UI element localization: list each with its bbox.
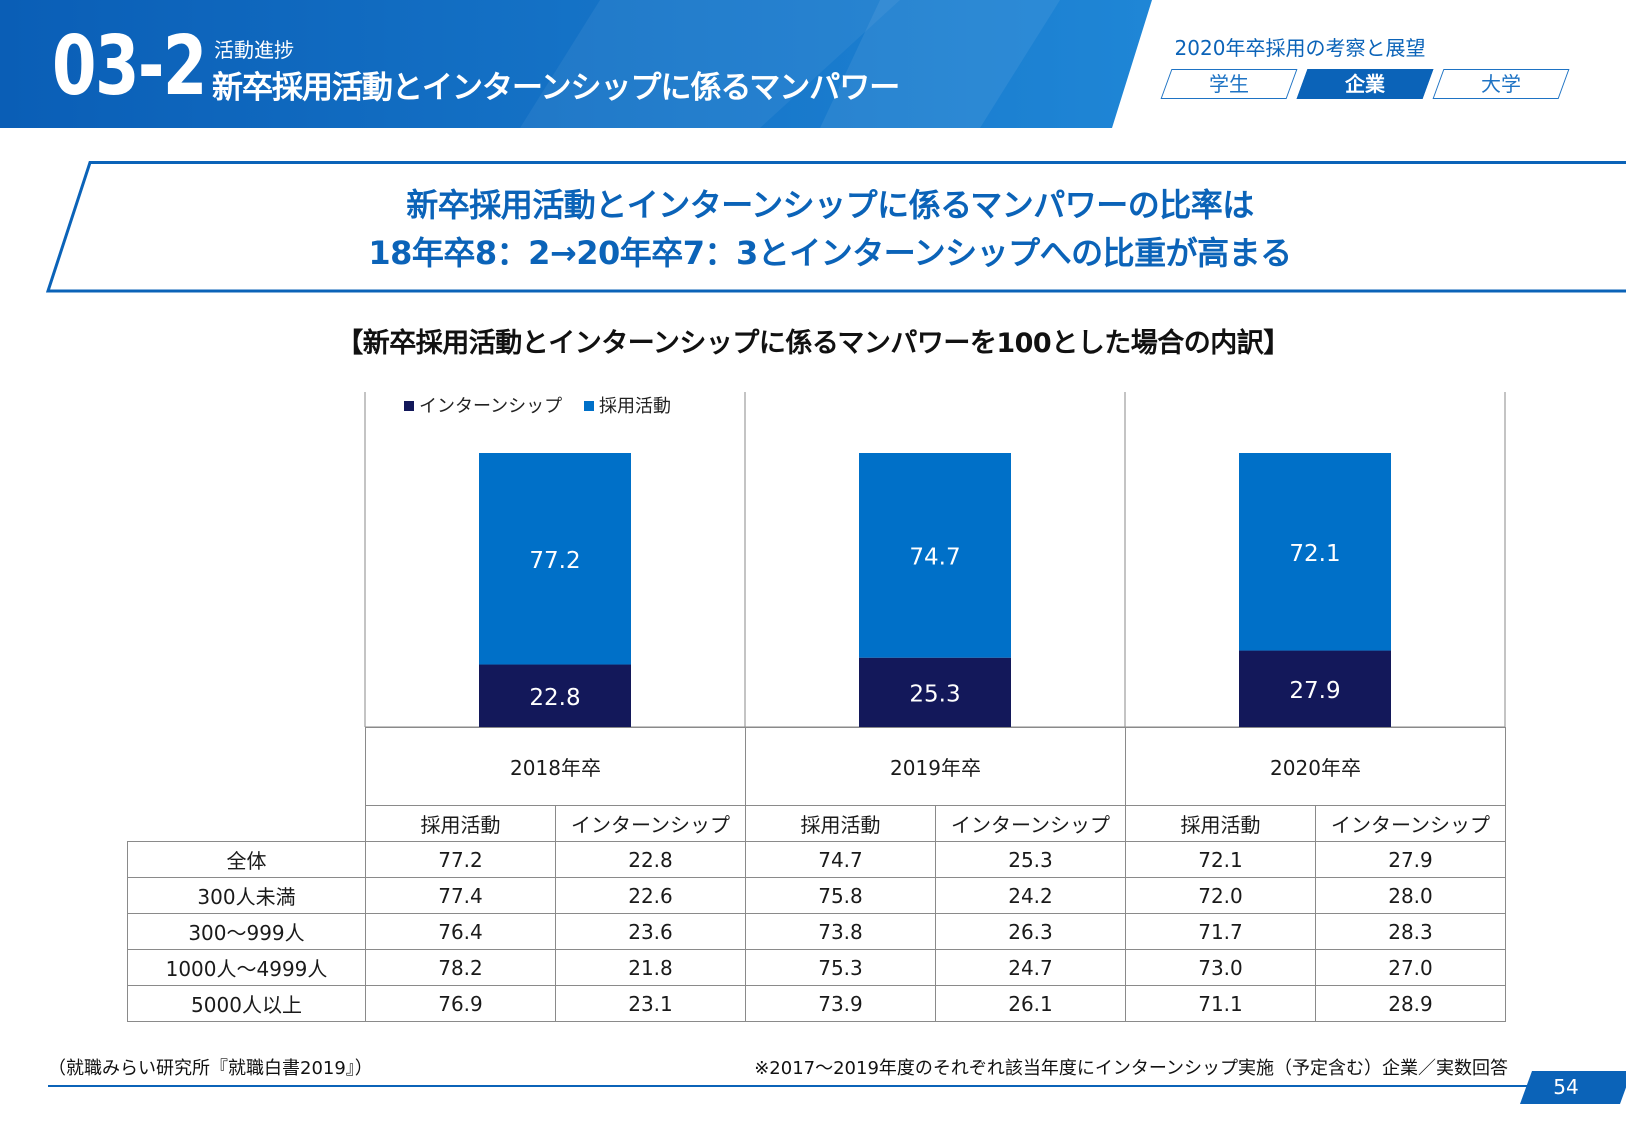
bar-recruit-2018年卒 <box>479 453 631 665</box>
table-cell: 74.7 <box>745 841 936 878</box>
table-cell: 77.4 <box>365 877 556 914</box>
table-header-row: 採用活動 インターンシップ 採用活動 インターンシップ 採用活動 インターンシッ… <box>127 805 1506 842</box>
table-cell: 72.1 <box>1125 841 1316 878</box>
table-cell: 76.4 <box>365 913 556 950</box>
table-cell: 22.6 <box>555 877 746 914</box>
headline-line2: 18年卒8：2→20年卒7：3とインターンシップへの比重が高まる <box>368 234 1292 272</box>
table-cell: 75.3 <box>745 949 936 986</box>
table-cell: 21.8 <box>555 949 746 986</box>
table-cell: 71.1 <box>1125 985 1316 1022</box>
tab-company[interactable]: 企業 <box>1296 69 1434 99</box>
bar-intern-2018年卒 <box>479 664 631 727</box>
table-cell: 25.3 <box>935 841 1126 878</box>
table-corner-2 <box>127 805 366 842</box>
col-header: インターンシップ <box>555 805 746 842</box>
table-cell: 24.7 <box>935 949 1126 986</box>
table-cell: 73.0 <box>1125 949 1316 986</box>
bar-intern-2020年卒 <box>1239 650 1391 727</box>
col-header: 採用活動 <box>745 805 936 842</box>
table-cell: 73.9 <box>745 985 936 1022</box>
table-row: 300～999人 76.4 23.6 73.8 26.3 71.7 28.3 <box>127 913 1506 950</box>
tab-student[interactable]: 学生 <box>1160 69 1298 99</box>
year-label-2018: 2018年卒 <box>365 727 746 806</box>
table-cell: 75.8 <box>745 877 936 914</box>
data-label-recruit: 72.1 <box>1289 541 1340 567</box>
section-subtitle: 活動進捗 <box>214 38 294 62</box>
col-header: 採用活動 <box>1125 805 1316 842</box>
row-label: 300～999人 <box>127 913 366 950</box>
data-label-intern: 22.8 <box>529 685 580 711</box>
chart-legend: インターンシップ 採用活動 <box>404 396 671 417</box>
table-cell: 28.0 <box>1315 877 1506 914</box>
row-label: 300人未満 <box>127 877 366 914</box>
bar-recruit-2020年卒 <box>1239 453 1391 651</box>
footer-divider <box>48 1085 1558 1087</box>
row-label: 5000人以上 <box>127 985 366 1022</box>
table-year-row: 2018年卒 2019年卒 2020年卒 <box>128 727 1506 806</box>
table-cell: 76.9 <box>365 985 556 1022</box>
data-table: 2018年卒 2019年卒 2020年卒 採用活動 インターンシップ 採用活動 … <box>127 727 1506 1022</box>
legend-label-recruit: 採用活動 <box>599 396 671 417</box>
data-label-recruit: 74.7 <box>909 544 960 570</box>
table-cell: 28.3 <box>1315 913 1506 950</box>
table-cell: 28.9 <box>1315 985 1506 1022</box>
table-cell: 77.2 <box>365 841 556 878</box>
table-row: 全体 77.2 22.8 74.7 25.3 72.1 27.9 <box>127 841 1506 878</box>
header-banner <box>0 0 1152 128</box>
data-label-intern: 27.9 <box>1289 678 1340 704</box>
bar-recruit-2019年卒 <box>859 453 1011 658</box>
tab-university-label: 大学 <box>1481 72 1521 96</box>
col-header: インターンシップ <box>935 805 1126 842</box>
legend-label-intern: インターンシップ <box>419 396 562 417</box>
col-header: 採用活動 <box>365 805 556 842</box>
table-cell: 71.7 <box>1125 913 1316 950</box>
table-cell: 22.8 <box>555 841 746 878</box>
legend-swatch-recruit <box>584 401 594 411</box>
col-header: インターンシップ <box>1315 805 1506 842</box>
legend-swatch-intern <box>404 401 414 411</box>
headline-banner <box>46 161 1626 293</box>
table-cell: 26.3 <box>935 913 1126 950</box>
year-label-2020: 2020年卒 <box>1125 727 1506 806</box>
row-label: 1000人～4999人 <box>127 949 366 986</box>
series-title: 2020年卒採用の考察と展望 <box>1174 36 1426 60</box>
data-label-intern: 25.3 <box>909 681 960 707</box>
tab-company-label: 企業 <box>1345 72 1385 96</box>
table-cell: 27.0 <box>1315 949 1506 986</box>
page-number: 54 <box>1553 1075 1579 1099</box>
table-cell: 26.1 <box>935 985 1126 1022</box>
table-row: 1000人～4999人 78.2 21.8 75.3 24.7 73.0 27.… <box>127 949 1506 986</box>
row-label: 全体 <box>127 841 366 878</box>
table-cell: 72.0 <box>1125 877 1316 914</box>
table-cell: 23.1 <box>555 985 746 1022</box>
section-number: 03-2 <box>52 19 207 114</box>
page-number-badge: 54 <box>1519 1071 1626 1104</box>
source-note: （就職みらい研究所『就職白書2019』） <box>48 1058 373 1079</box>
table-row: 5000人以上 76.9 23.1 73.9 26.1 71.1 28.9 <box>127 985 1506 1022</box>
table-cell: 23.6 <box>555 913 746 950</box>
table-cell: 27.9 <box>1315 841 1506 878</box>
table-cell: 73.8 <box>745 913 936 950</box>
table-cell: 24.2 <box>935 877 1126 914</box>
stacked-bar-chart: インターンシップ 採用活動 22.8 77.2 25.3 74.7 27.9 72.1 <box>364 392 1506 728</box>
bar-intern-2019年卒 <box>859 657 1011 727</box>
section-title: 新卒採用活動とインターンシップに係るマンパワー <box>212 70 900 106</box>
tab-university[interactable]: 大学 <box>1432 69 1570 99</box>
table-corner <box>128 728 366 806</box>
tab-student-label: 学生 <box>1209 72 1249 96</box>
footnote: ※2017～2019年度のそれぞれ該当年度にインターンシップ実施（予定含む）企業… <box>754 1058 1508 1079</box>
headline-line1: 新卒採用活動とインターンシップに係るマンパワーの比率は <box>406 186 1254 224</box>
table-cell: 78.2 <box>365 949 556 986</box>
chart-title: 【新卒採用活動とインターンシップに係るマンパワーを100とした場合の内訳】 <box>336 328 1290 359</box>
data-label-recruit: 77.2 <box>529 548 580 574</box>
year-label-2019: 2019年卒 <box>745 727 1126 806</box>
table-row: 300人未満 77.4 22.6 75.8 24.2 72.0 28.0 <box>127 877 1506 914</box>
